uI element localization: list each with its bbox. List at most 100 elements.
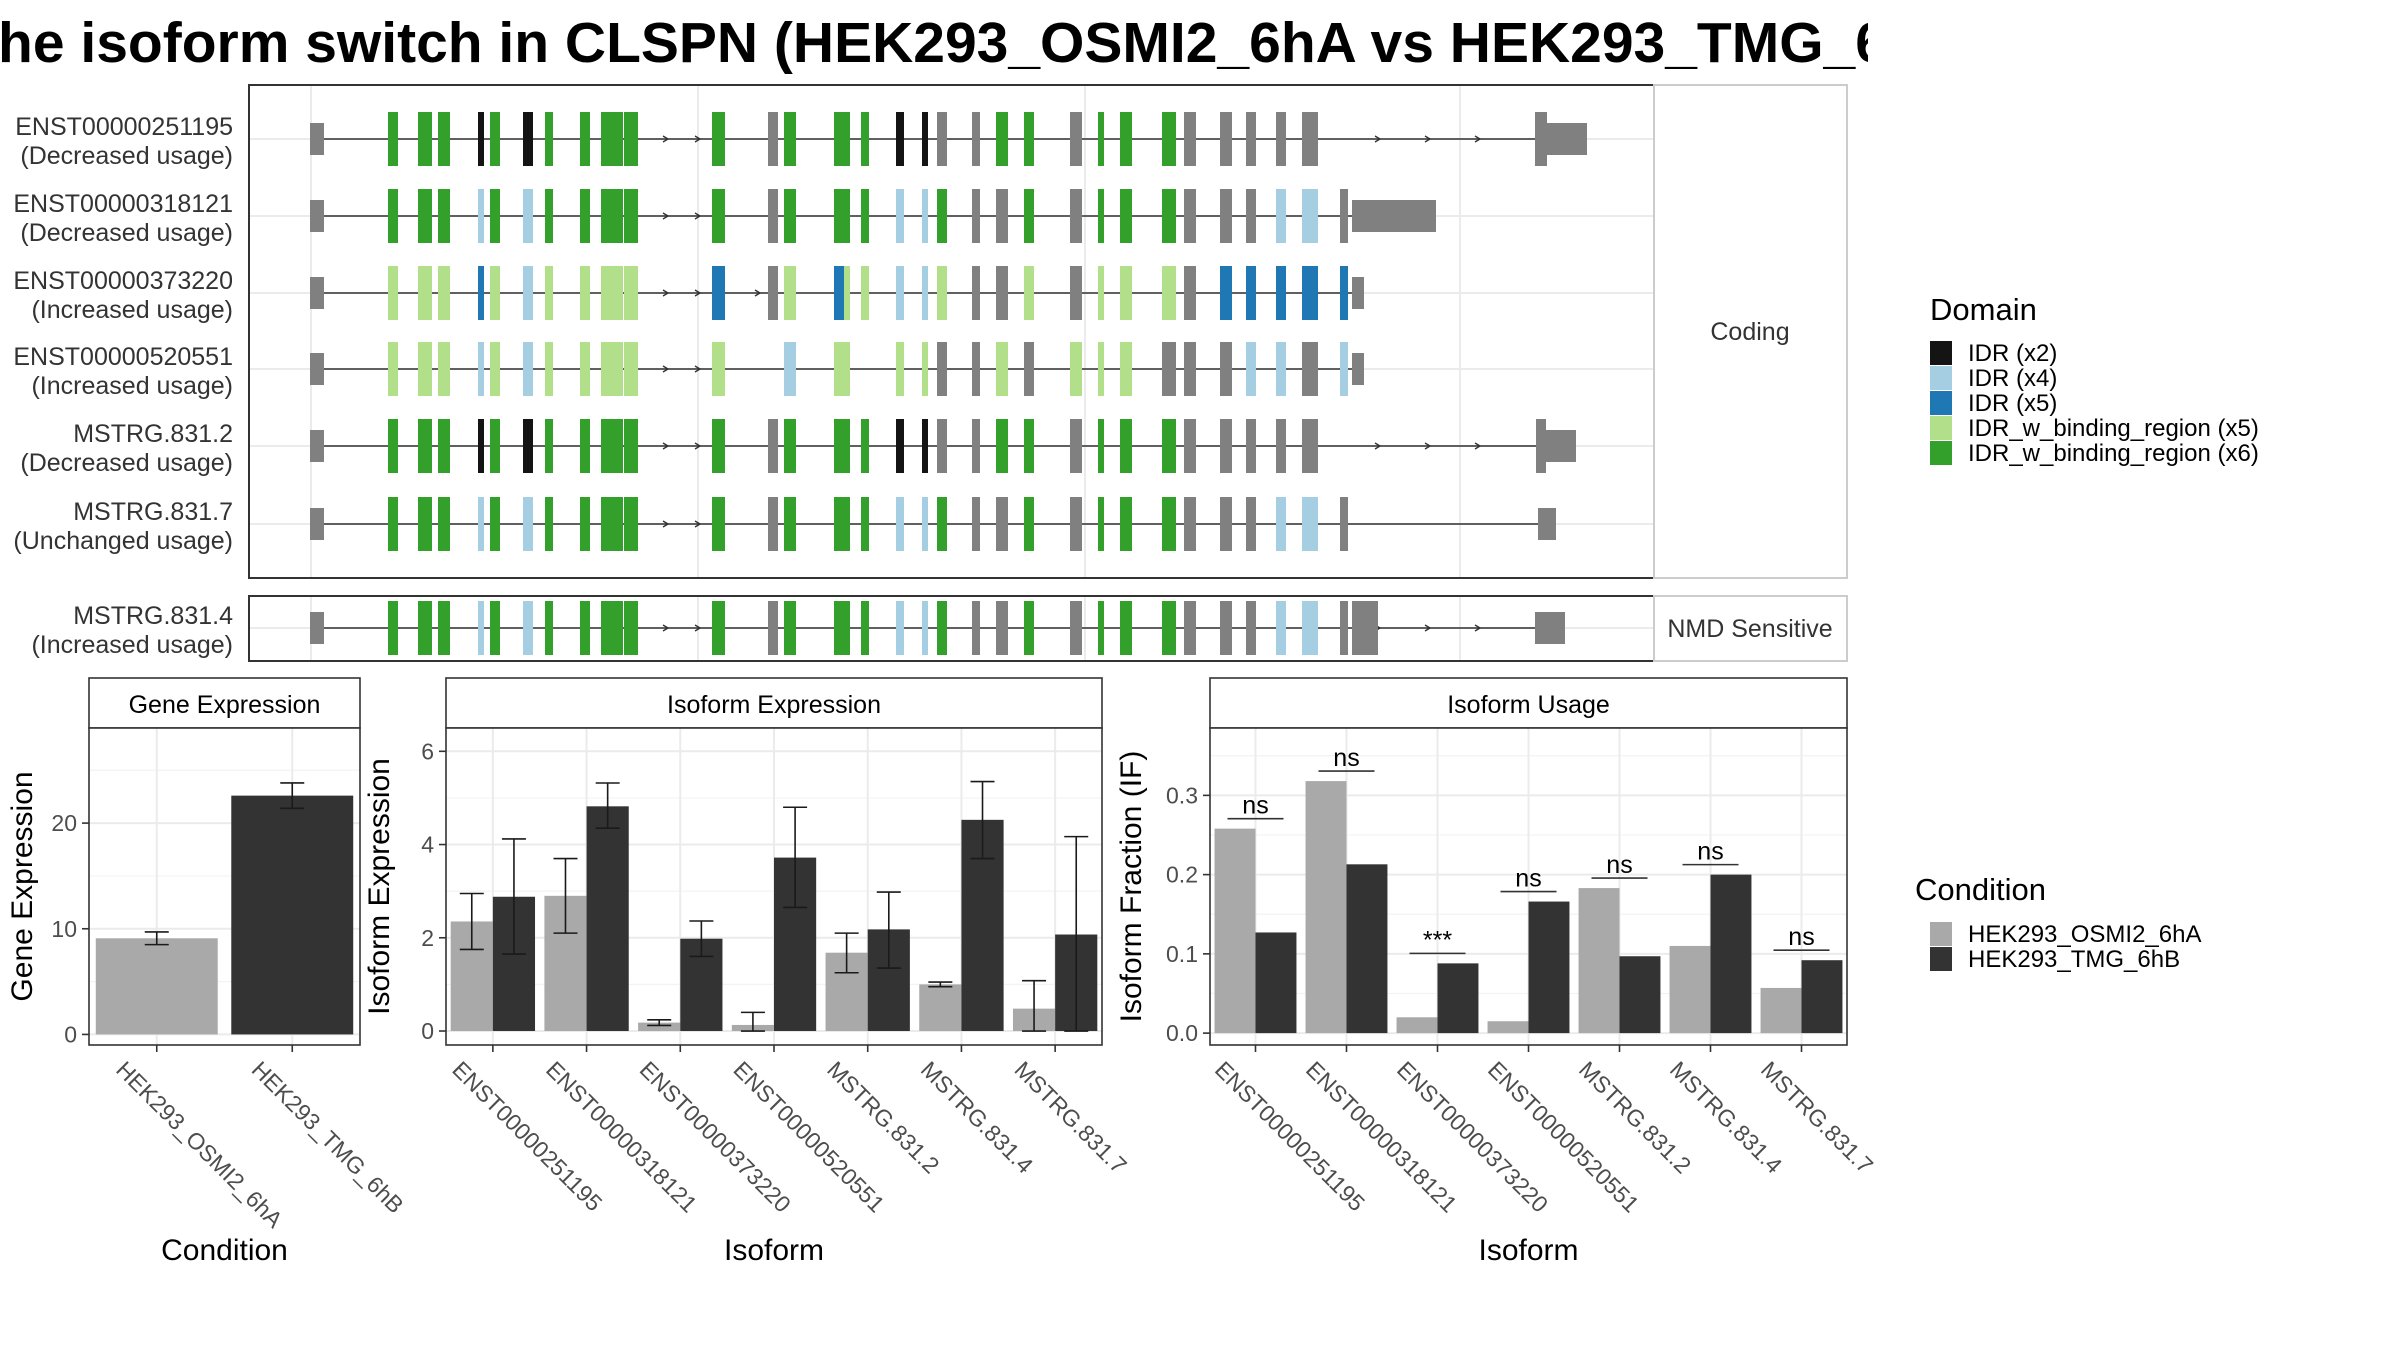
domain-legend-label: IDR_w_binding_region (x5)	[1968, 415, 2259, 442]
transcript-3-exon	[844, 266, 850, 320]
transcript-6-exon	[478, 497, 484, 551]
chart1-border	[88, 727, 361, 1046]
transcript-4-exon	[580, 342, 590, 396]
nmd-transcript-exon	[844, 601, 850, 655]
condition-legend-label: HEK293_OSMI2_6hA	[1968, 921, 2201, 948]
nmd-transcript-exon	[601, 601, 623, 655]
nmd-transcript-exon	[861, 601, 869, 655]
chart2-ytick-label: 0	[421, 1018, 434, 1044]
transcript-2-exon	[768, 189, 778, 243]
transcript-6-exon	[996, 497, 1008, 551]
chart3-sig-label: ns	[1242, 792, 1268, 820]
transcript-6-exon	[1246, 497, 1256, 551]
transcript-3-exon	[937, 266, 947, 320]
chart3-bar	[1760, 987, 1802, 1034]
transcript-2-exon	[1070, 189, 1082, 243]
transcript-id-label: ENST00000373220	[13, 267, 233, 295]
nmd-transcript-exon	[418, 601, 432, 655]
transcript-4-exon	[937, 342, 947, 396]
transcript-1-exon	[1162, 112, 1176, 166]
domain-legend-key	[1930, 366, 1952, 390]
nmd-transcript-exon	[580, 601, 590, 655]
transcript-1-exon	[1120, 112, 1132, 166]
transcript-1-exon	[1276, 112, 1286, 166]
transcript-6-arrow	[694, 520, 702, 528]
transcript-5-exon	[972, 419, 980, 473]
transcript-1-exon	[438, 112, 450, 166]
nmd-transcript-exon	[310, 612, 324, 644]
nmd-transcript-exon	[388, 601, 398, 655]
transcript-5-exon	[784, 419, 796, 473]
nmd-transcript-exon	[438, 601, 450, 655]
chart2-ytick-label: 2	[421, 925, 434, 951]
transcript-3-exon	[996, 266, 1008, 320]
transcript-5-exon	[438, 419, 450, 473]
chart3-xtick-label: ENST00000251195	[1210, 1056, 1370, 1216]
transcript-5-exon	[490, 419, 500, 473]
transcript-4-exon	[523, 342, 533, 396]
transcript-3-exon	[712, 266, 725, 320]
transcript-5-arrow	[1424, 442, 1432, 450]
transcript-1-exon	[490, 112, 500, 166]
transcript-2-exon	[523, 189, 533, 243]
transcript-4-exon	[438, 342, 450, 396]
transcript-6-exon	[1276, 497, 1286, 551]
chart3-bar	[1214, 828, 1256, 1034]
transcript-5-exon	[478, 419, 484, 473]
transcript-5-arrow	[1374, 442, 1382, 450]
transcript-5-exon	[624, 419, 638, 473]
transcript-1-exon	[601, 112, 623, 166]
transcript-3-exon	[768, 266, 778, 320]
transcript-3-exon	[580, 266, 590, 320]
nmd-transcript-exon	[922, 601, 928, 655]
transcript-2-exon	[1340, 189, 1348, 243]
transcript-4-exon	[1024, 342, 1034, 396]
chart1-ytick-label: 20	[51, 810, 77, 836]
transcript-6-exon	[1340, 497, 1348, 551]
transcript-1-exon	[784, 112, 796, 166]
transcript-2-exon	[922, 189, 928, 243]
chart3-sig-label: ns	[1697, 838, 1723, 866]
transcript-4-exon	[996, 342, 1008, 396]
chart3-sig-label: ns	[1333, 744, 1359, 772]
transcript-5-exon	[1070, 419, 1082, 473]
transcript-4-exon	[1276, 342, 1286, 396]
chart2-xlabel: Isoform	[724, 1234, 824, 1267]
nmd-transcript-exon	[1098, 601, 1104, 655]
nmd-transcript-exon	[624, 601, 638, 655]
transcript-6-exon	[922, 497, 928, 551]
transcript-2-exon	[784, 189, 796, 243]
transcript-3-exon	[388, 266, 398, 320]
transcript-2-exon	[1220, 189, 1232, 243]
nmd-transcript-exon	[768, 601, 778, 655]
nmd-transcript-exon	[1276, 601, 1286, 655]
transcript-3-arrow	[754, 289, 762, 297]
transcript-3-exon	[1340, 266, 1348, 320]
transcript-6-exon	[844, 497, 850, 551]
transcript-5-arrow	[694, 442, 702, 450]
transcript-4-exon	[490, 342, 500, 396]
transcript-5-exon	[523, 419, 533, 473]
chart1-title: Gene Expression	[129, 691, 321, 719]
chart3-ytick-label: 0.3	[1166, 782, 1198, 808]
transcript-id-label: MSTRG.831.7	[73, 498, 233, 526]
chart3-strip	[1209, 677, 1848, 729]
transcript-6-exon	[580, 497, 590, 551]
transcript-4-exon	[1302, 342, 1318, 396]
transcript-6-exon	[1162, 497, 1176, 551]
transcript-5-exon	[1184, 419, 1196, 473]
transcript-6-exon	[896, 497, 904, 551]
transcript-1-exon	[972, 112, 980, 166]
nmd-transcript-exon-utr	[1535, 612, 1565, 644]
transcript-4-exon	[922, 342, 928, 396]
chart3-ytick-label: 0.2	[1166, 862, 1198, 888]
transcript-4-exon	[624, 342, 638, 396]
domain-legend-label: IDR (x2)	[1968, 340, 2057, 367]
chart3-sig-label: ns	[1515, 865, 1541, 893]
coding-strip-label: Coding	[1710, 318, 1789, 346]
transcript-1-exon	[896, 112, 904, 166]
transcript-6-exon	[1098, 497, 1104, 551]
transcript-5-exon	[861, 419, 869, 473]
nmd-transcript-exon	[972, 601, 980, 655]
chart3-sig-label: ns	[1606, 851, 1632, 879]
